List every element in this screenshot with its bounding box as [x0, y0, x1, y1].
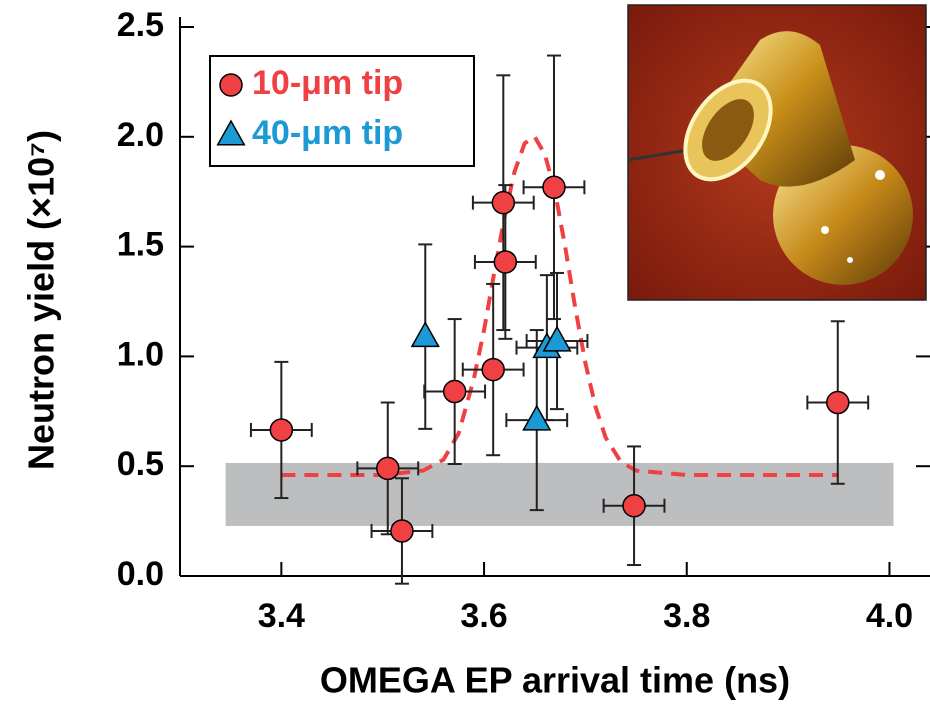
point [269, 418, 294, 442]
point [622, 493, 646, 518]
point [376, 456, 400, 481]
legend: 10-μm tip 40-μm tip [209, 55, 475, 167]
y-tick-label: 2.5 [117, 6, 164, 44]
point [442, 379, 467, 404]
x-axis-label: OMEGA EP arrival time (ns) [320, 660, 790, 701]
x-tick-label: 4.0 [866, 597, 913, 635]
y-tick-label: 1.5 [117, 226, 164, 264]
point [390, 519, 414, 543]
point [491, 190, 516, 215]
plot-area: 0.0 0.5 1.0 1.5 2.0 2.5 3.4 3.6 3.8 4.0 [117, 6, 930, 635]
inset-photo [627, 4, 927, 301]
legend-marker [219, 73, 243, 97]
point [826, 390, 850, 415]
y-axis-label: Neutron yield (×10⁷) [21, 130, 62, 470]
point [410, 321, 440, 348]
legend-marker [216, 119, 246, 146]
point [522, 404, 552, 431]
x-tick-label: 3.6 [460, 597, 507, 635]
point [493, 250, 518, 274]
legend-label: 40-μm tip [252, 114, 403, 152]
point [542, 175, 566, 200]
legend-label: 10-μm tip [252, 64, 403, 102]
background-band [225, 462, 894, 526]
fit-curve [281, 133, 839, 477]
y-tick-label: 2.0 [117, 116, 164, 154]
point [481, 357, 505, 382]
y-tick-label: 0.0 [117, 555, 164, 593]
y-tick-label: 0.5 [117, 445, 164, 483]
x-tick-label: 3.4 [258, 597, 305, 635]
x-tick-label: 3.8 [663, 597, 710, 635]
y-tick-label: 1.0 [117, 335, 164, 373]
point [542, 325, 572, 352]
